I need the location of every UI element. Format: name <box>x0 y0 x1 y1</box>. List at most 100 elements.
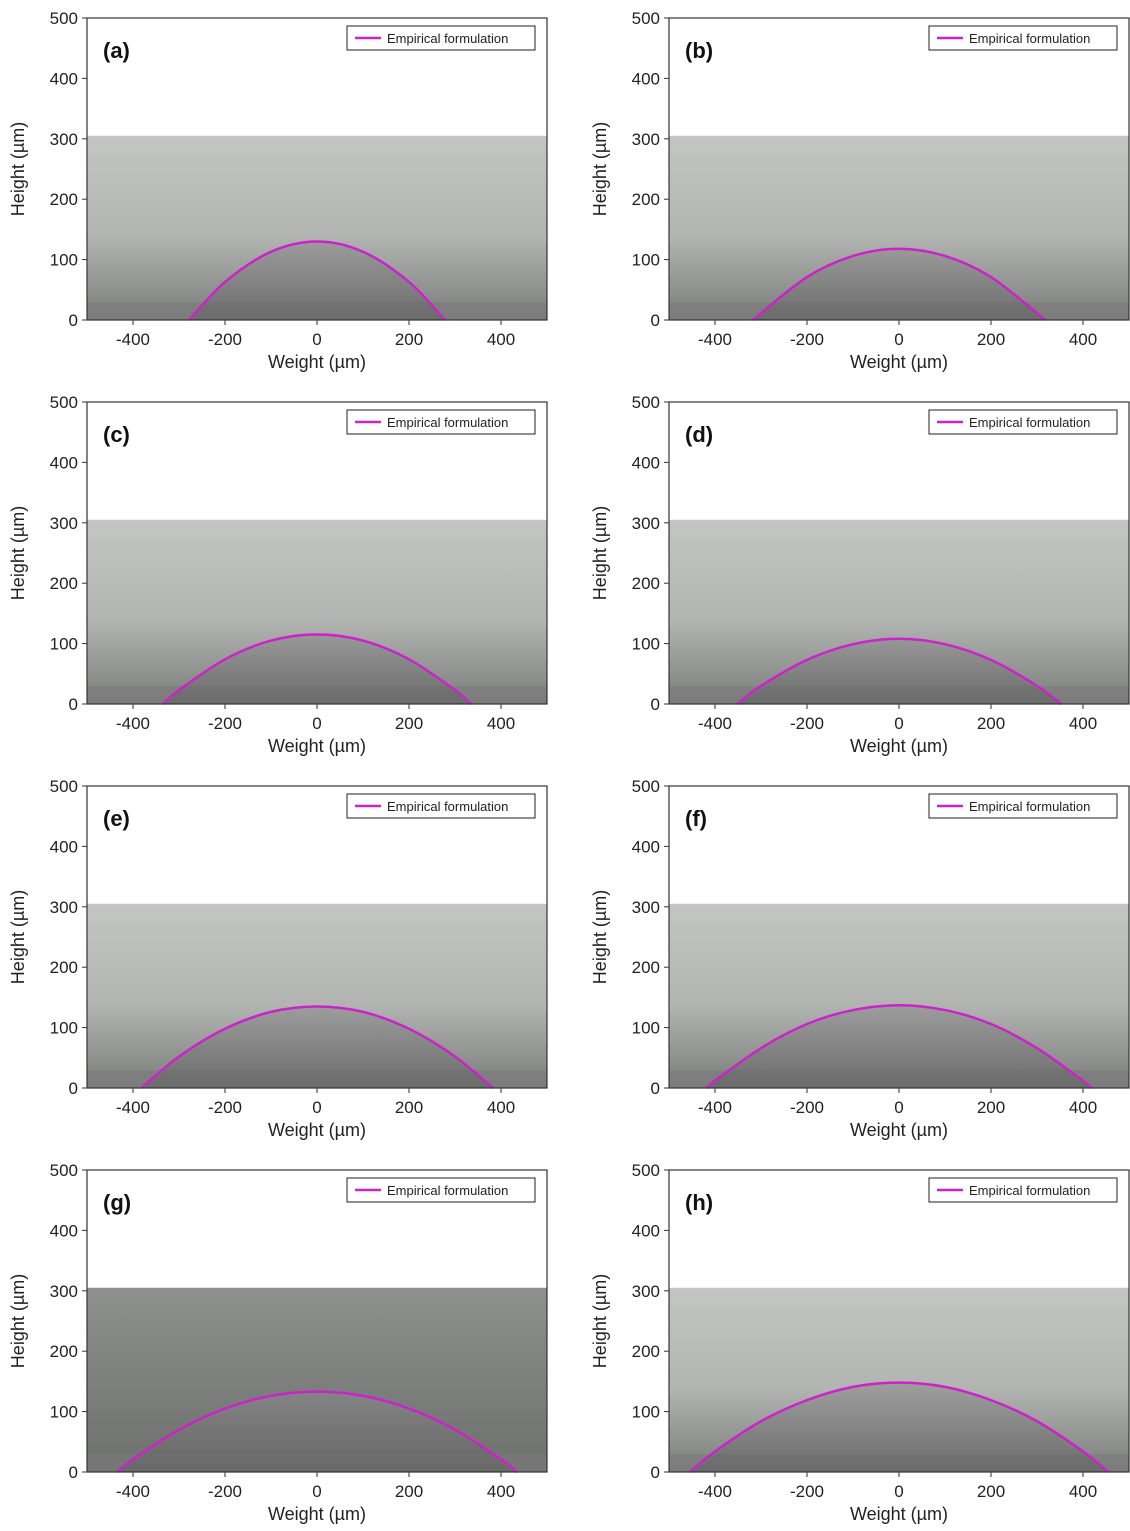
x-tick-label: -200 <box>790 714 824 733</box>
x-axis-title: Weight (µm) <box>850 352 948 372</box>
curve <box>736 637 1062 705</box>
panel: Empirical formulation 0 100 200 300 400 500 -40… <box>8 1161 548 1524</box>
specimen-area <box>689 1382 1109 1472</box>
x-axis-title: Weight (µm) <box>850 736 948 756</box>
x-tick-label: 400 <box>487 1098 515 1117</box>
legend-label: Empirical formulation <box>969 415 1090 430</box>
specimen-area <box>737 638 1061 704</box>
x-tick-label: 0 <box>894 330 903 349</box>
y-axis-title: Height (µm) <box>8 122 28 216</box>
panel-label: (f) <box>685 806 707 831</box>
y-tick-label: 0 <box>651 311 660 330</box>
legend-label: Empirical formulation <box>387 1183 508 1198</box>
x-axis-title: Weight (µm) <box>268 1504 366 1524</box>
legend-label: Empirical formulation <box>387 31 508 46</box>
y-axis-title: Height (µm) <box>590 890 610 984</box>
y-tick-label: 500 <box>632 9 660 28</box>
x-tick-label: 0 <box>312 1098 321 1117</box>
panel-label: (g) <box>103 1190 131 1215</box>
y-tick-label: 200 <box>632 574 660 593</box>
panel-label: (e) <box>103 806 130 831</box>
y-axis-title: Height (µm) <box>590 122 610 216</box>
x-tick-label: -200 <box>208 330 242 349</box>
x-tick-label: 400 <box>1069 714 1097 733</box>
x-tick-label: -400 <box>116 330 150 349</box>
x-tick-label: 200 <box>395 1098 423 1117</box>
x-tick-label: -400 <box>698 1482 732 1501</box>
panel-label: (c) <box>103 422 130 447</box>
legend-label: Empirical formulation <box>387 799 508 814</box>
x-tick-label: 200 <box>977 330 1005 349</box>
y-axis-title: Height (µm) <box>8 1274 28 1368</box>
y-tick-label: 300 <box>50 514 78 533</box>
y-axis-title: Height (µm) <box>8 506 28 600</box>
y-axis-title: Height (µm) <box>590 506 610 600</box>
y-axis-title: Height (µm) <box>8 890 28 984</box>
y-tick-label: 400 <box>632 1221 660 1240</box>
x-tick-label: 0 <box>894 1098 903 1117</box>
panel-label: (b) <box>685 38 713 63</box>
x-tick-label: 400 <box>487 330 515 349</box>
x-tick-label: 400 <box>1069 330 1097 349</box>
x-axis-title: Weight (µm) <box>850 1504 948 1524</box>
y-tick-label: 500 <box>632 1161 660 1180</box>
x-tick-label: -400 <box>698 714 732 733</box>
x-tick-label: 200 <box>395 714 423 733</box>
y-tick-label: 0 <box>69 311 78 330</box>
x-axis-title: Weight (µm) <box>850 1120 948 1140</box>
x-axis-title: Weight (µm) <box>268 736 366 756</box>
x-tick-label: 400 <box>1069 1098 1097 1117</box>
x-tick-label: 0 <box>312 1482 321 1501</box>
y-tick-label: 400 <box>50 69 78 88</box>
y-tick-label: 100 <box>50 635 78 654</box>
y-tick-label: 500 <box>632 393 660 412</box>
x-tick-label: 0 <box>312 330 321 349</box>
y-tick-label: 400 <box>632 453 660 472</box>
x-tick-label: 200 <box>977 1482 1005 1501</box>
y-tick-label: 0 <box>69 695 78 714</box>
panel: Empirical formulation 0 100 200 300 400 500 -40… <box>590 777 1130 1140</box>
y-tick-label: 0 <box>69 1463 78 1482</box>
y-tick-label: 100 <box>632 1019 660 1038</box>
x-tick-label: -400 <box>698 330 732 349</box>
x-tick-label: 400 <box>487 1482 515 1501</box>
panel-label: (h) <box>685 1190 713 1215</box>
y-tick-label: 100 <box>50 251 78 270</box>
y-tick-label: 300 <box>50 1282 78 1301</box>
x-tick-label: -200 <box>208 714 242 733</box>
y-tick-label: 400 <box>632 837 660 856</box>
curve <box>162 633 472 705</box>
curve <box>705 1003 1093 1089</box>
x-tick-label: 200 <box>395 330 423 349</box>
x-tick-label: 200 <box>395 1482 423 1501</box>
panel-label: (d) <box>685 422 713 447</box>
y-tick-label: 300 <box>50 898 78 917</box>
x-tick-label: -200 <box>208 1482 242 1501</box>
panel: Empirical formulation 0 100 200 300 400 500 -40… <box>8 393 548 756</box>
y-tick-label: 100 <box>632 251 660 270</box>
y-tick-label: 0 <box>651 695 660 714</box>
curve <box>116 1390 518 1473</box>
y-tick-label: 300 <box>50 130 78 149</box>
x-tick-label: 0 <box>894 1482 903 1501</box>
y-tick-label: 400 <box>50 837 78 856</box>
x-tick-label: 0 <box>312 714 321 733</box>
x-tick-label: 0 <box>894 714 903 733</box>
x-axis-title: Weight (µm) <box>268 1120 366 1140</box>
x-tick-label: 400 <box>1069 1482 1097 1501</box>
y-tick-label: 0 <box>69 1079 78 1098</box>
curve <box>140 1005 494 1089</box>
x-tick-label: -200 <box>208 1098 242 1117</box>
x-tick-label: -400 <box>116 1098 150 1117</box>
legend-label: Empirical formulation <box>387 415 508 430</box>
y-tick-label: 200 <box>632 190 660 209</box>
legend-label: Empirical formulation <box>969 799 1090 814</box>
y-tick-label: 500 <box>632 777 660 796</box>
y-tick-label: 0 <box>651 1079 660 1098</box>
curve <box>688 1381 1110 1473</box>
y-tick-label: 200 <box>50 958 78 977</box>
y-tick-label: 500 <box>50 9 78 28</box>
x-tick-label: -200 <box>790 1482 824 1501</box>
legend-box <box>928 409 1118 435</box>
